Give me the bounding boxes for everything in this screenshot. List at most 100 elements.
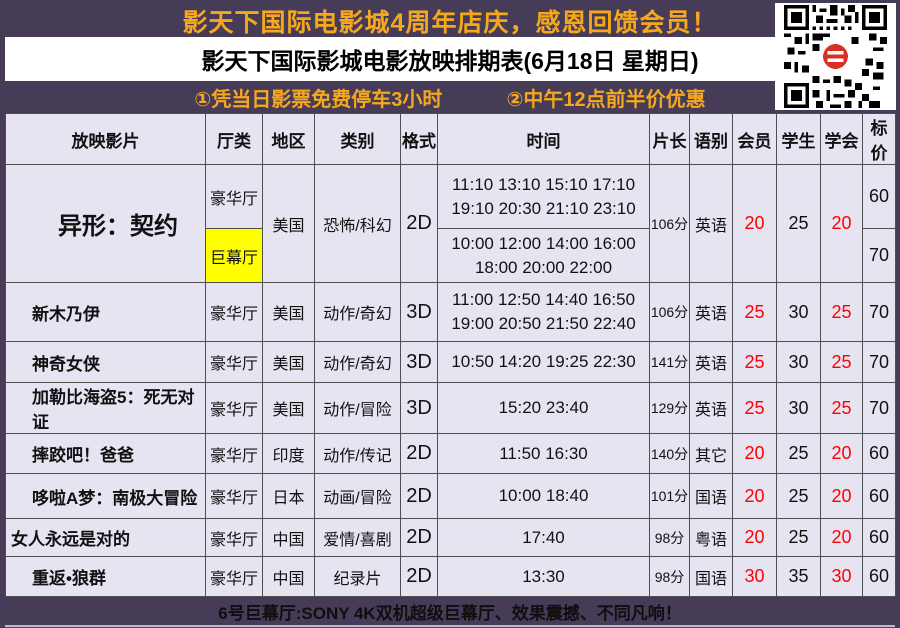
- col-header-format: 格式: [400, 113, 438, 165]
- contact-address-bar: 会员当天订票咨询：37937666 影城地址：广州市从化从城大道欣荣宏国际商贸城…: [5, 625, 895, 628]
- hall-type: 豪华厅: [205, 341, 263, 383]
- movie-title: 摔跤吧！爸爸: [5, 433, 206, 474]
- qr-center-logo: [820, 41, 851, 72]
- price-student: 25: [776, 164, 821, 283]
- movie-genre: 动作/冒险: [314, 382, 401, 434]
- table-row-the-mummy: 新木乃伊 豪华厅 美国 动作/奇幻 3D 11:00 12:50 14:40 1…: [5, 282, 896, 342]
- movie-format: 2D: [400, 473, 438, 519]
- showtimes: 10:50 14:20 19:25 22:30: [437, 341, 650, 383]
- hall-type: 豪华厅: [205, 282, 263, 342]
- movie-language: 英语: [689, 341, 733, 383]
- movie-region: 日本: [262, 473, 315, 519]
- price-student: 35: [776, 556, 821, 597]
- price-society: 20: [820, 164, 863, 283]
- showtimes: 11:10 13:10 15:10 17:10 19:10 20:30 21:1…: [437, 164, 650, 229]
- price-society: 20: [820, 518, 863, 557]
- movie-language: 粤语: [689, 518, 733, 557]
- price-society: 25: [820, 382, 863, 434]
- price-member: 20: [732, 473, 777, 519]
- price-student: 25: [776, 518, 821, 557]
- movie-language: 国语: [689, 556, 733, 597]
- movie-duration: 106分: [649, 282, 690, 342]
- price-standard: 60: [862, 164, 896, 229]
- movie-region: 中国: [262, 518, 315, 557]
- price-standard: 70: [862, 282, 896, 342]
- notice-free-parking: ①凭当日影票免费停车3小时: [194, 88, 443, 111]
- movie-genre: 纪录片: [314, 556, 401, 597]
- hall-type-imax-highlighted: 巨幕厅: [205, 228, 263, 283]
- movie-genre: 动作/奇幻: [314, 341, 401, 383]
- showtimes: 11:50 16:30: [437, 433, 650, 474]
- movie-region: 美国: [262, 382, 315, 434]
- movie-genre: 动画/冒险: [314, 473, 401, 519]
- movie-region: 美国: [262, 282, 315, 342]
- showtimes: 11:00 12:50 14:40 16:50 19:00 20:50 21:5…: [437, 282, 650, 342]
- imax-promo-text: 6号巨幕厅:SONY 4K双机超级巨幕厅、效果震撼、不同凡响！: [218, 603, 682, 623]
- movie-region: 印度: [262, 433, 315, 474]
- table-header-row: 放映影片 厅类 地区 类别 格式 时间 片长 语别 会员 学生 学会 标价: [5, 113, 896, 165]
- promo-notices-bar: ①凭当日影票免费停车3小时 ②中午12点前半价优惠: [5, 81, 895, 113]
- showtimes: 13:30: [437, 556, 650, 597]
- price-member: 25: [732, 382, 777, 434]
- schedule-title: 影天下国际影城电影放映排期表(6月18日 星期日): [201, 48, 699, 74]
- anniversary-banner: 影天下国际电影城4周年店庆，感恩回馈会员！: [5, 4, 895, 37]
- movie-genre: 爱情/喜剧: [314, 518, 401, 557]
- price-member: 30: [732, 556, 777, 597]
- price-society: 30: [820, 556, 863, 597]
- hall-type: 豪华厅: [205, 382, 263, 434]
- movie-duration: 98分: [649, 518, 690, 557]
- movie-format: 2D: [400, 518, 438, 557]
- table-row-dangal: 摔跤吧！爸爸 豪华厅 印度 动作/传记 2D 11:50 16:30 140分 …: [5, 433, 896, 474]
- price-student: 30: [776, 382, 821, 434]
- movie-title: 重返•狼群: [5, 556, 206, 597]
- movie-format: 2D: [400, 164, 438, 283]
- price-member: 20: [732, 518, 777, 557]
- hall-type: 豪华厅: [205, 433, 263, 474]
- price-society: 25: [820, 282, 863, 342]
- movie-title: 哆啦A梦：南极大冒险: [5, 473, 206, 519]
- movie-duration: 141分: [649, 341, 690, 383]
- movie-genre: 动作/奇幻: [314, 282, 401, 342]
- price-student: 25: [776, 473, 821, 519]
- showtimes: 15:20 23:40: [437, 382, 650, 434]
- hall-type: 豪华厅: [205, 164, 263, 229]
- movie-region: 美国: [262, 164, 315, 283]
- movie-format: 2D: [400, 556, 438, 597]
- movie-title: 女人永远是对的: [5, 518, 206, 557]
- screening-schedule-table: 放映影片 厅类 地区 类别 格式 时间 片长 语别 会员 学生 学会 标价 异形…: [5, 113, 896, 597]
- movie-format: 3D: [400, 282, 438, 342]
- movie-title: 加勒比海盗5：死无对证: [5, 382, 206, 434]
- price-standard: 60: [862, 518, 896, 557]
- price-student: 25: [776, 433, 821, 474]
- price-society: 20: [820, 473, 863, 519]
- price-member: 25: [732, 341, 777, 383]
- movie-format: 3D: [400, 341, 438, 383]
- movie-title: 神奇女侠: [5, 341, 206, 383]
- notice-half-price: ②中午12点前半价优惠: [506, 88, 706, 111]
- qr-code-graphic: [784, 5, 887, 108]
- movie-duration: 140分: [649, 433, 690, 474]
- schedule-title-bar: 影天下国际影城电影放映排期表(6月18日 星期日): [5, 37, 895, 81]
- movie-duration: 129分: [649, 382, 690, 434]
- movie-language: 国语: [689, 473, 733, 519]
- movie-duration: 98分: [649, 556, 690, 597]
- price-student: 30: [776, 282, 821, 342]
- price-standard: 70: [862, 382, 896, 434]
- qr-code: [775, 3, 896, 110]
- price-student: 30: [776, 341, 821, 383]
- movie-language: 英语: [689, 382, 733, 434]
- col-header-price: 标价: [862, 113, 896, 165]
- movie-region: 美国: [262, 341, 315, 383]
- price-standard: 60: [862, 433, 896, 474]
- showtimes: 10:00 12:00 14:00 16:00 18:00 20:00 22:0…: [437, 228, 650, 283]
- table-row-alien-covenant-deluxe: 异形：契约 豪华厅 美国 恐怖/科幻 2D 11:10 13:10 15:10 …: [5, 164, 896, 283]
- movie-duration: 106分: [649, 164, 690, 283]
- table-row-women-always-right: 女人永远是对的 豪华厅 中国 爱情/喜剧 2D 17:40 98分 粤语 20 …: [5, 518, 896, 557]
- movie-title: 新木乃伊: [5, 282, 206, 342]
- table-row-wonder-woman: 神奇女侠 豪华厅 美国 动作/奇幻 3D 10:50 14:20 19:25 2…: [5, 341, 896, 383]
- price-member: 20: [732, 164, 777, 283]
- col-header-society: 学会: [820, 113, 863, 165]
- movie-title: 异形：契约: [5, 164, 206, 283]
- table-row-doraemon: 哆啦A梦：南极大冒险 豪华厅 日本 动画/冒险 2D 10:00 18:40 1…: [5, 473, 896, 519]
